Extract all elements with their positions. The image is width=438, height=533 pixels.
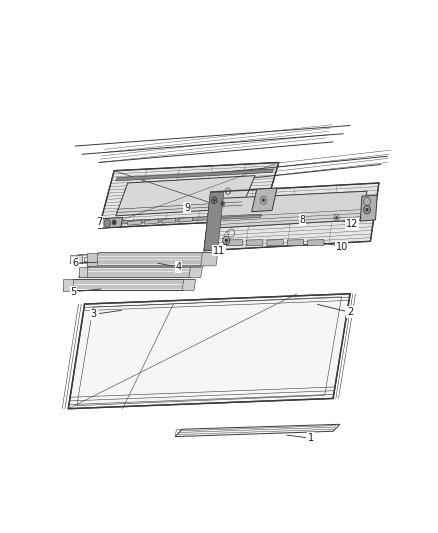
Circle shape xyxy=(336,216,338,219)
Polygon shape xyxy=(128,220,141,225)
Polygon shape xyxy=(116,169,274,181)
Text: 7: 7 xyxy=(96,217,102,227)
Polygon shape xyxy=(182,279,196,290)
Polygon shape xyxy=(87,253,216,266)
Text: 8: 8 xyxy=(300,215,306,225)
Text: 10: 10 xyxy=(336,241,348,252)
Polygon shape xyxy=(162,219,176,223)
Polygon shape xyxy=(251,188,277,212)
Polygon shape xyxy=(175,424,340,437)
Polygon shape xyxy=(99,217,123,228)
Polygon shape xyxy=(360,195,377,221)
Polygon shape xyxy=(226,240,243,246)
Polygon shape xyxy=(63,279,194,290)
Text: 12: 12 xyxy=(346,219,358,229)
Polygon shape xyxy=(145,219,159,224)
Text: 9: 9 xyxy=(184,203,190,213)
Polygon shape xyxy=(63,279,74,290)
Circle shape xyxy=(112,220,116,225)
Polygon shape xyxy=(204,183,379,251)
Circle shape xyxy=(366,208,368,211)
Circle shape xyxy=(213,199,215,201)
Polygon shape xyxy=(104,214,262,225)
Polygon shape xyxy=(307,240,324,246)
Circle shape xyxy=(262,199,265,202)
Polygon shape xyxy=(70,255,82,263)
Polygon shape xyxy=(204,192,224,251)
Polygon shape xyxy=(201,253,218,266)
Polygon shape xyxy=(247,240,263,246)
Text: 1: 1 xyxy=(308,433,314,443)
Circle shape xyxy=(222,202,224,205)
Circle shape xyxy=(225,239,227,242)
Text: 5: 5 xyxy=(70,287,77,297)
Polygon shape xyxy=(287,240,304,246)
Text: 6: 6 xyxy=(72,258,78,268)
Polygon shape xyxy=(189,267,202,277)
Circle shape xyxy=(104,219,111,227)
Polygon shape xyxy=(99,163,279,228)
Text: 2: 2 xyxy=(347,307,353,317)
Polygon shape xyxy=(267,240,283,246)
Polygon shape xyxy=(212,191,367,228)
Text: 3: 3 xyxy=(91,309,97,319)
Text: 11: 11 xyxy=(213,246,226,256)
Polygon shape xyxy=(179,217,193,222)
Polygon shape xyxy=(116,175,255,216)
Polygon shape xyxy=(87,253,97,266)
Polygon shape xyxy=(70,255,145,263)
Text: 4: 4 xyxy=(176,262,182,272)
Polygon shape xyxy=(78,267,201,277)
Polygon shape xyxy=(68,294,350,409)
Polygon shape xyxy=(78,267,87,277)
